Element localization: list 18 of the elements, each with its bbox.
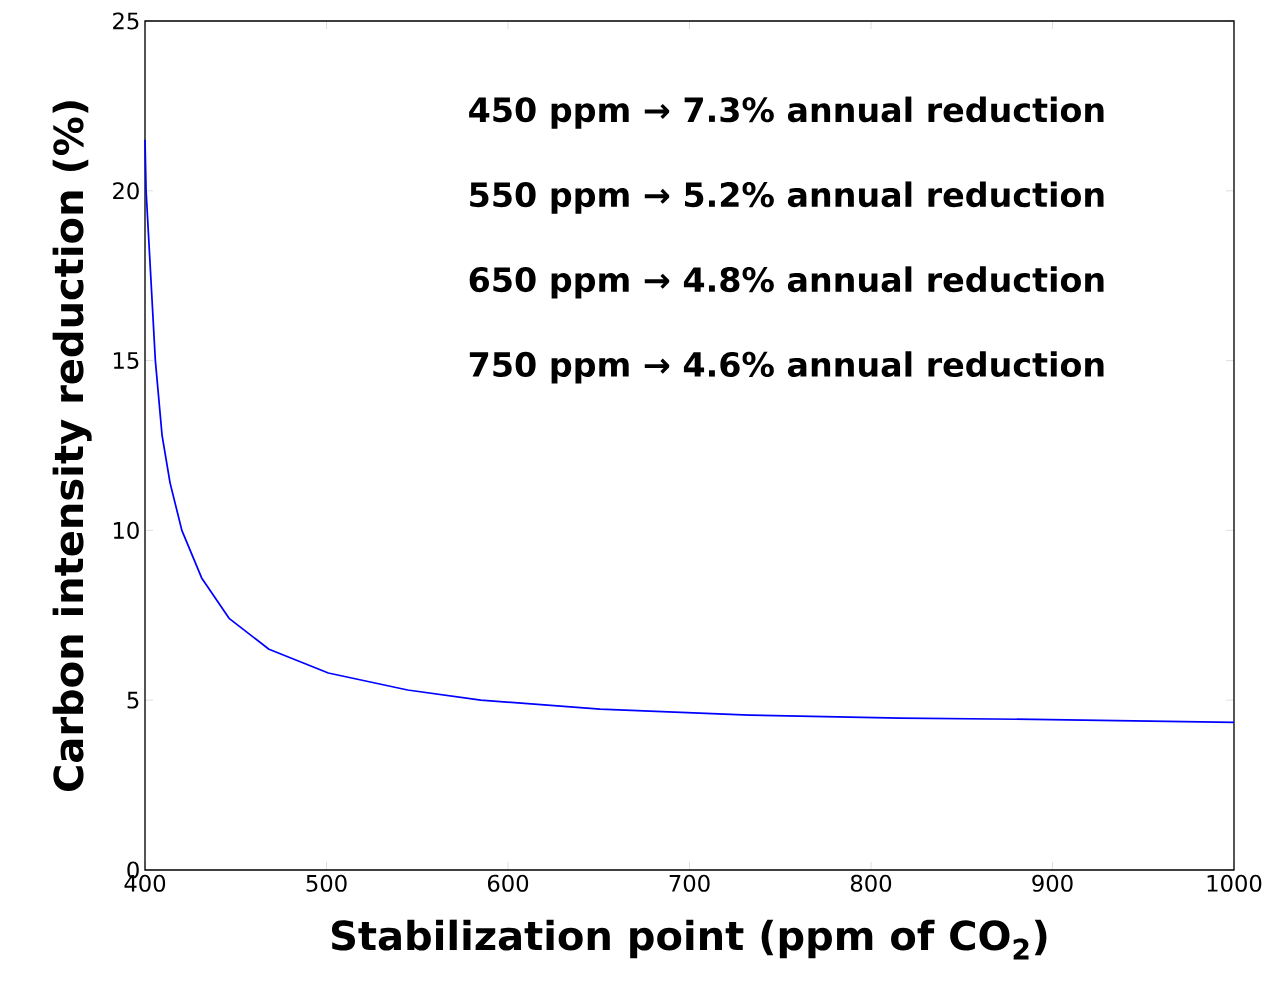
y-tick-label: 15 — [113, 352, 139, 369]
x-tick-label: 1000 — [1207, 874, 1262, 892]
annotation: 450 ppm → 7.3% annual reduction — [469, 96, 1104, 129]
x-tick-label: 600 — [487, 874, 529, 892]
x-tick-label: 700 — [669, 874, 710, 892]
annotation: 550 ppm → 5.2% annual reduction — [470, 181, 1104, 214]
x-tick-label: 500 — [306, 874, 347, 892]
line-series — [144, 138, 1235, 724]
y-tick-label: 20 — [113, 182, 139, 200]
x-axis-title: Stabilization point (ppm of CO$_{2}$) — [331, 919, 1047, 960]
x-tick-label: 800 — [850, 874, 892, 892]
y-tick-label: 5 — [127, 691, 139, 709]
y-axis-title: Carbon intensity reduction (%) — [52, 101, 92, 792]
y-tick-label: 25 — [113, 12, 139, 30]
annotation: 650 ppm → 4.8% annual reduction — [469, 266, 1104, 299]
annotation: 750 ppm → 4.6% annual reduction — [469, 351, 1104, 384]
x-tick-label: 900 — [1032, 874, 1073, 892]
y-tick-label: 10 — [113, 521, 139, 539]
